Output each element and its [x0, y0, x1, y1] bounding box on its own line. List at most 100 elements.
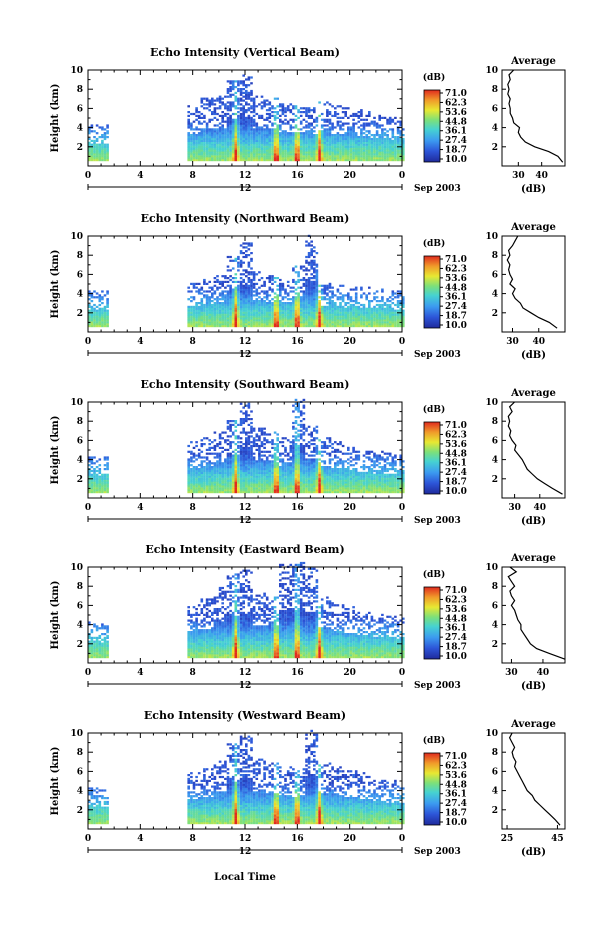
colorbar-tick-label: 53.6	[445, 108, 467, 118]
echo-cell	[265, 134, 269, 137]
echo-cell	[271, 446, 274, 449]
echo-cell	[203, 489, 206, 492]
echo-cell	[331, 315, 334, 318]
echo-cell	[402, 311, 405, 314]
echo-cell	[221, 143, 224, 146]
echo-cell	[205, 132, 209, 135]
echo-cell	[224, 475, 227, 478]
echo-cell	[218, 282, 222, 285]
echo-cell	[307, 319, 311, 322]
echo-cell	[255, 292, 259, 295]
echo-cell	[197, 479, 201, 482]
echo-cell	[297, 300, 300, 303]
echo-cell	[265, 147, 269, 150]
echo-cell	[378, 114, 381, 117]
echo-cell	[373, 309, 376, 312]
echo-cell	[247, 469, 251, 473]
echo-cell	[224, 466, 227, 469]
echo-cell	[103, 309, 107, 312]
echo-cell	[211, 292, 214, 295]
echo-cell	[208, 448, 211, 451]
echo-cell	[310, 303, 313, 307]
echo-cell	[271, 491, 274, 494]
echo-cell	[326, 292, 329, 295]
echo-cell	[242, 120, 245, 123]
echo-cell	[213, 315, 217, 318]
echo-cell	[234, 298, 238, 301]
echo-cell	[216, 296, 219, 299]
echo-cell	[341, 141, 345, 144]
echo-cell	[224, 479, 227, 482]
echo-cell	[103, 145, 107, 148]
echo-cell	[239, 284, 243, 287]
echo-cell	[208, 485, 211, 488]
echo-cell	[242, 290, 245, 293]
echo-cell	[263, 309, 266, 312]
echo-cell	[192, 487, 196, 490]
echo-cell	[310, 296, 313, 299]
echo-cell	[203, 116, 206, 119]
echo-cell	[279, 323, 282, 326]
echo-cell	[320, 118, 324, 121]
echo-cell	[265, 313, 269, 316]
echo-cell	[399, 139, 402, 142]
echo-cell	[98, 325, 102, 328]
echo-cell	[388, 296, 392, 299]
echo-cell	[289, 141, 293, 144]
echo-cell	[239, 410, 243, 413]
echo-cell	[224, 145, 227, 148]
echo-cell	[265, 433, 269, 436]
echo-cell	[365, 311, 368, 314]
echo-cell	[234, 458, 238, 461]
echo-cell	[242, 132, 245, 135]
echo-cell	[237, 309, 240, 312]
echo-cell	[383, 311, 387, 314]
echo-cell	[294, 153, 298, 156]
echo-cell	[226, 460, 230, 463]
echo-cell	[258, 302, 261, 305]
echo-cell	[299, 128, 303, 131]
echo-cell	[224, 313, 227, 316]
echo-cell	[245, 282, 248, 285]
echo-cell	[224, 298, 227, 301]
echo-cell	[323, 128, 327, 131]
echo-cell	[297, 145, 300, 148]
echo-cell	[211, 151, 214, 154]
echo-cell	[331, 137, 334, 141]
echo-cell	[334, 307, 337, 310]
echo-cell	[239, 261, 243, 264]
echo-cell	[326, 137, 329, 141]
echo-cell	[231, 454, 235, 457]
echo-cell	[386, 315, 389, 318]
echo-cell	[239, 460, 243, 463]
echo-cell	[368, 145, 371, 148]
echo-cell	[273, 471, 277, 474]
echo-cell	[187, 483, 190, 486]
echo-cell	[281, 122, 285, 125]
echo-cell	[237, 124, 240, 127]
echo-cell	[101, 149, 104, 152]
echo-cell	[231, 450, 235, 453]
echo-cell	[299, 296, 303, 299]
echo-cell	[294, 132, 298, 135]
echo-cell	[190, 483, 193, 486]
echo-cell	[273, 155, 277, 158]
echo-cell	[197, 149, 201, 152]
echo-cell	[394, 139, 397, 142]
echo-cell	[279, 278, 282, 282]
echo-cell	[95, 487, 99, 490]
echo-cell	[237, 134, 240, 137]
echo-cell	[378, 309, 381, 312]
echo-cell	[286, 143, 290, 146]
echo-cell	[307, 290, 311, 293]
echo-cell	[260, 489, 264, 492]
echo-cell	[229, 489, 232, 492]
echo-cell	[260, 443, 264, 446]
echo-cell	[103, 456, 107, 459]
echo-cell	[299, 151, 303, 154]
echo-cell	[88, 151, 91, 154]
echo-cell	[231, 93, 235, 96]
echo-cell	[273, 114, 277, 117]
echo-cell	[88, 137, 91, 141]
echo-cell	[90, 315, 94, 318]
